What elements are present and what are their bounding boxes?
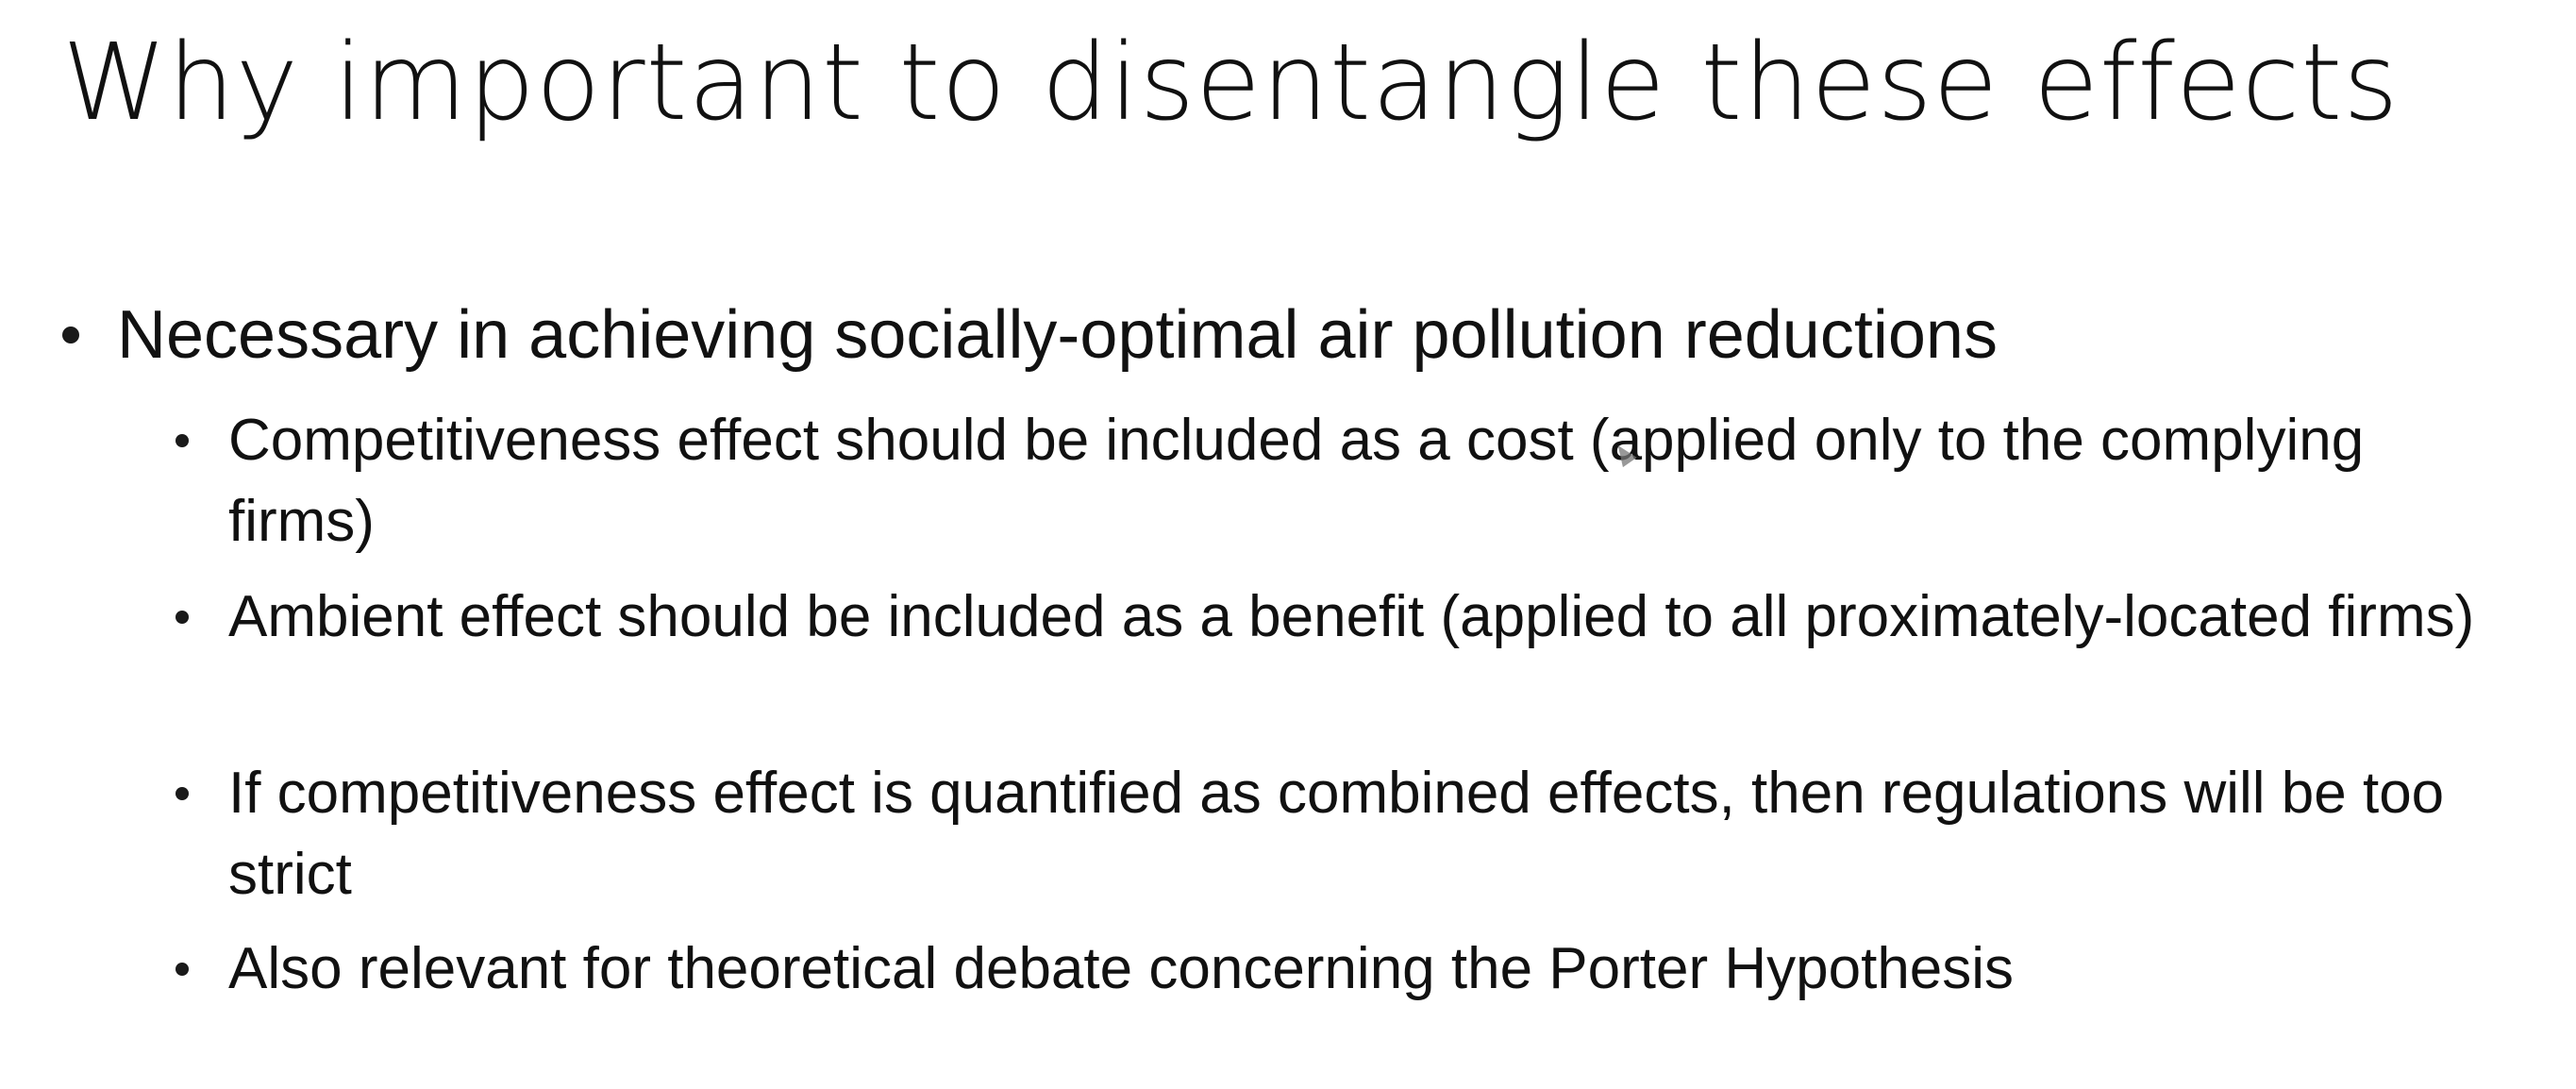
sub-bullet-item: If competitiveness effect is quantified …	[176, 753, 2553, 915]
bullet-dot-icon	[176, 963, 189, 976]
slide-title: Why important to disentangle these effec…	[62, 22, 2400, 144]
sub-bullet-text: Competitiveness effect should be include…	[228, 408, 2365, 554]
bullet-dot-icon	[176, 787, 189, 800]
sub-bullet-text: Also relevant for theoretical debate con…	[228, 936, 2015, 1001]
bullet-dot-icon	[176, 434, 189, 447]
bullet-item: Necessary in achieving socially-optimal …	[62, 293, 1998, 377]
sub-bullet-item: Competitiveness effect should be include…	[176, 400, 2516, 562]
sub-bullet-item: Ambient effect should be included as a b…	[176, 577, 2516, 658]
bullet-text: Necessary in achieving socially-optimal …	[117, 297, 1998, 373]
sub-bullet-item: Also relevant for theoretical debate con…	[176, 929, 2516, 1010]
sub-bullet-text: If competitiveness effect is quantified …	[228, 761, 2445, 907]
sub-bullet-text: Ambient effect should be included as a b…	[228, 584, 2475, 649]
bullet-dot-icon	[176, 611, 189, 624]
bullet-dot-icon	[62, 327, 79, 343]
